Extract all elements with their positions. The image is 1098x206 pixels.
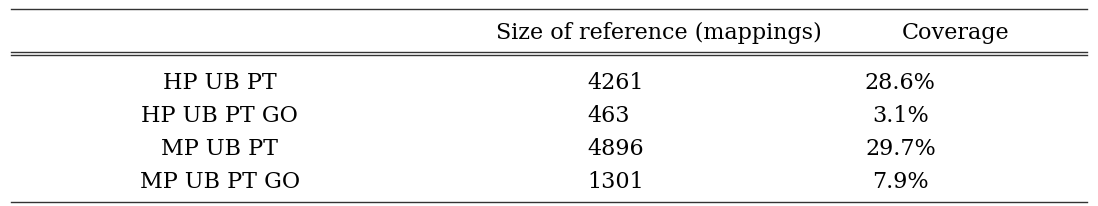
Text: 7.9%: 7.9%: [872, 170, 929, 192]
Text: 4261: 4261: [587, 71, 643, 93]
Text: Coverage: Coverage: [901, 22, 1009, 44]
Text: HP UB PT: HP UB PT: [163, 71, 277, 93]
Text: MP UB PT GO: MP UB PT GO: [139, 170, 300, 192]
Text: HP UB PT GO: HP UB PT GO: [142, 104, 298, 126]
Text: 28.6%: 28.6%: [865, 71, 935, 93]
Text: 1301: 1301: [587, 170, 645, 192]
Text: Size of reference (mappings): Size of reference (mappings): [496, 22, 821, 44]
Text: 29.7%: 29.7%: [865, 137, 935, 159]
Text: 463: 463: [587, 104, 630, 126]
Text: 4896: 4896: [587, 137, 645, 159]
Text: 3.1%: 3.1%: [872, 104, 929, 126]
Text: MP UB PT: MP UB PT: [161, 137, 278, 159]
